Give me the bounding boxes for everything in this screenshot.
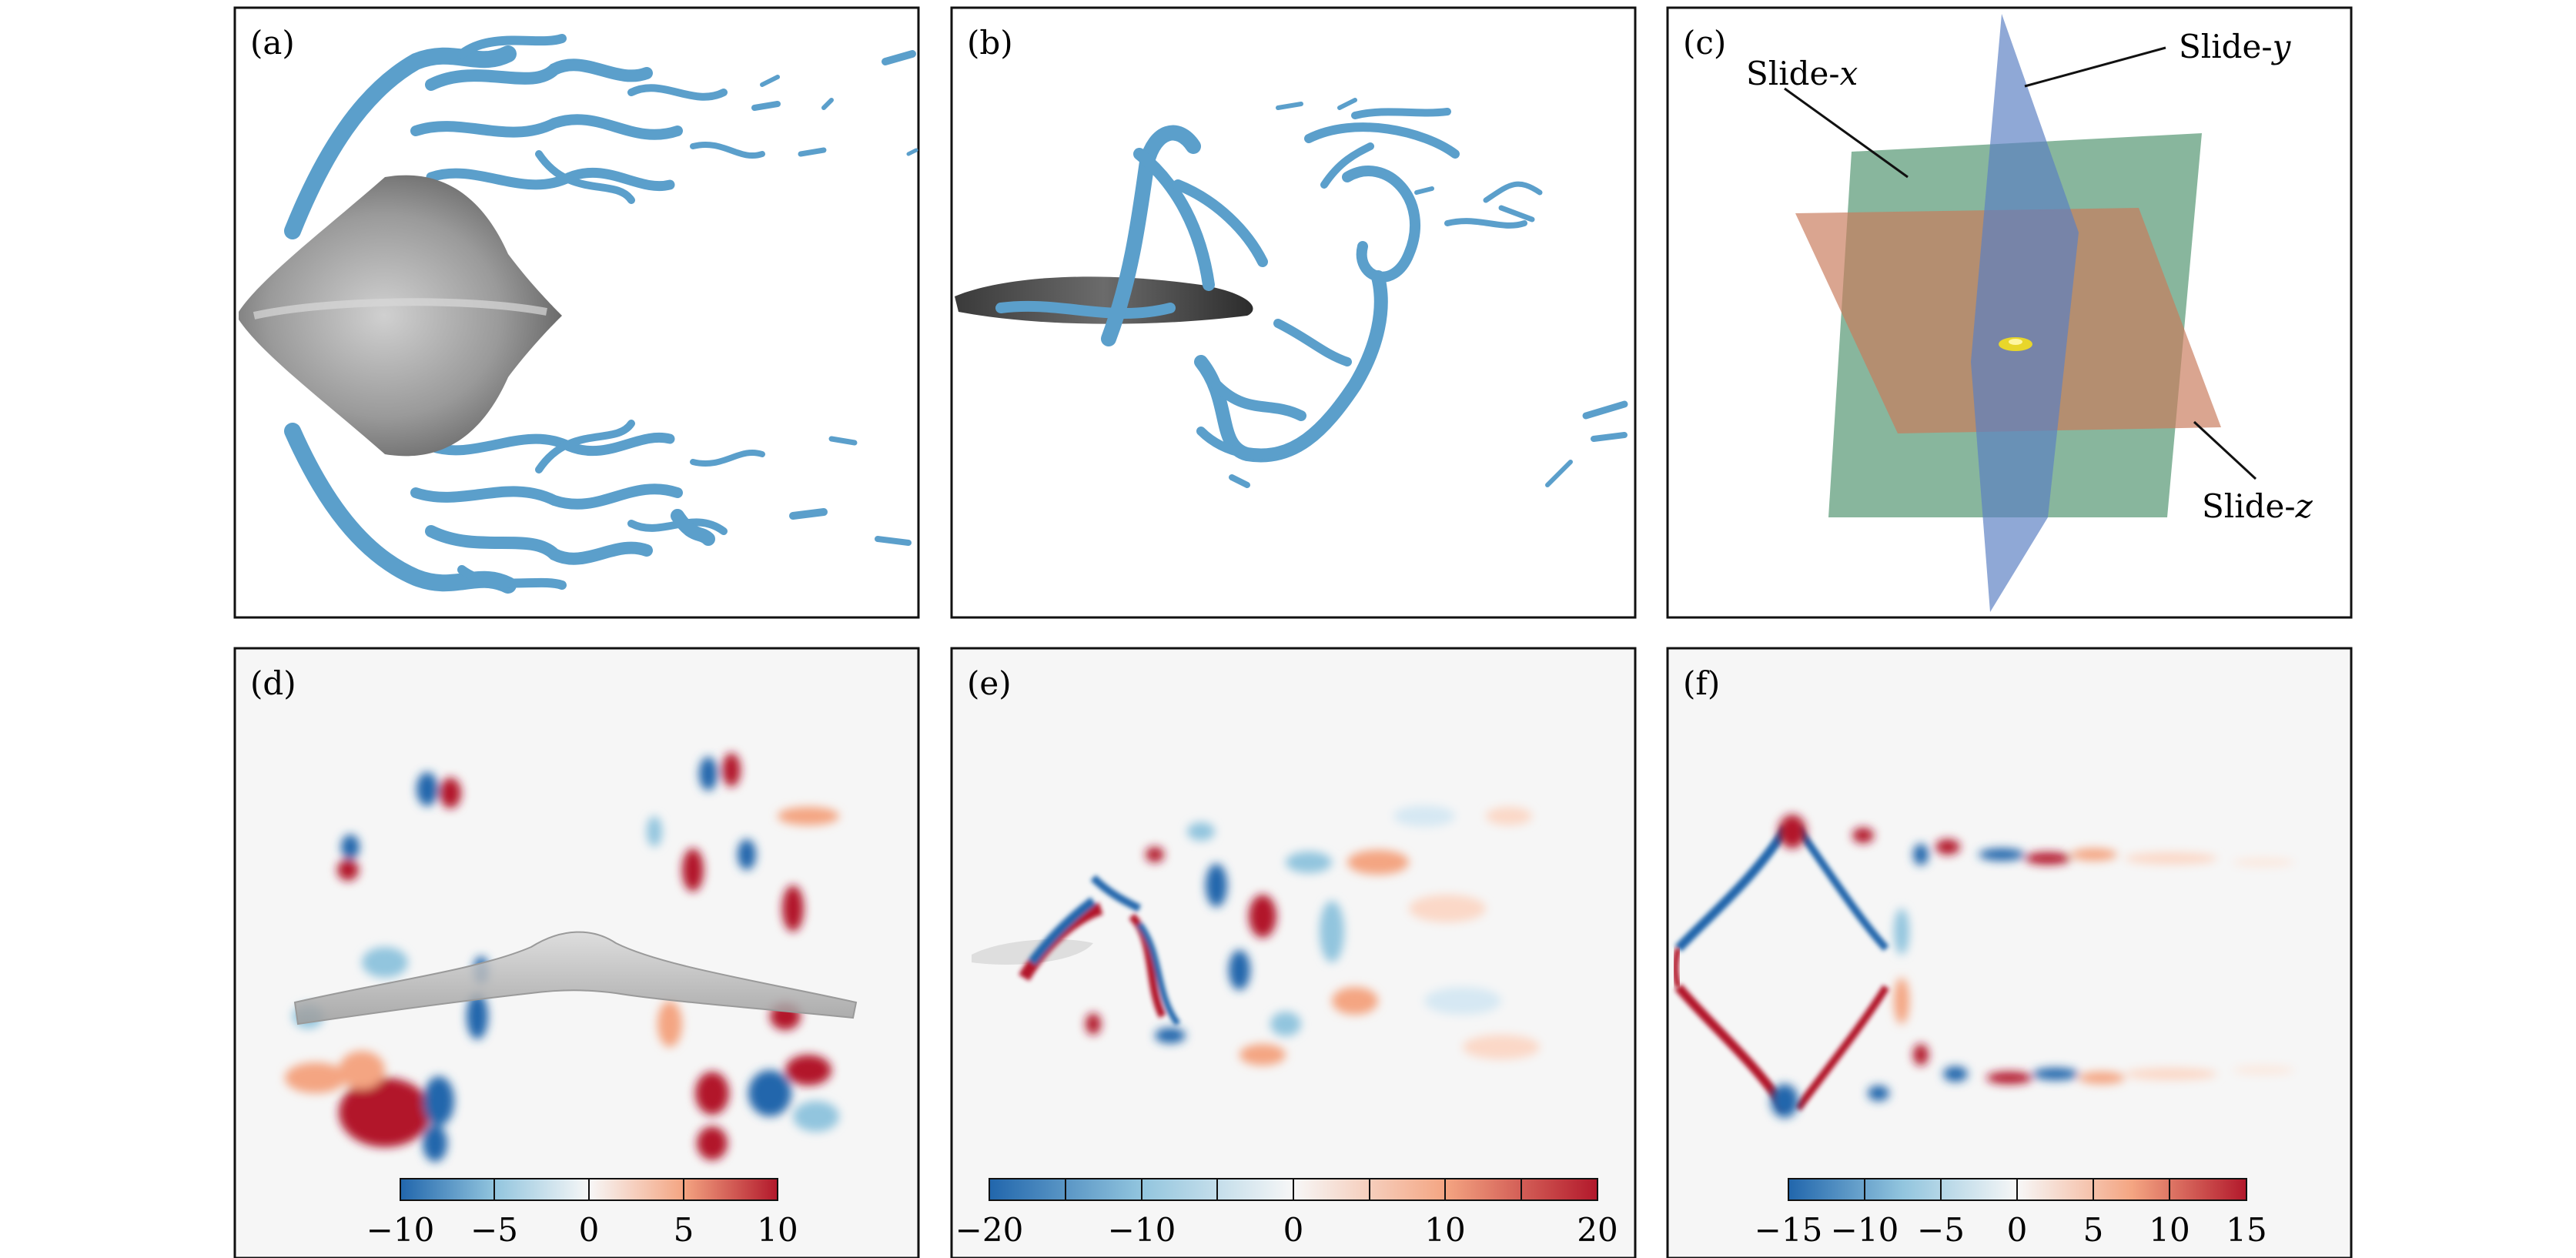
- panel-a: [233, 6, 920, 619]
- vorticity-field-f: [1672, 815, 2294, 1118]
- vorticity-field-d: [285, 753, 839, 1162]
- colorbar-tick: −20: [955, 1211, 1024, 1249]
- colorbar-tick: −5: [470, 1211, 518, 1249]
- colorbar-tick: 10: [757, 1211, 798, 1249]
- colorbar-tick: 15: [2226, 1211, 2267, 1249]
- panel-e: −20 −10 0 10 20: [950, 647, 1637, 1258]
- colorbar-tick: 0: [579, 1211, 600, 1249]
- colorbar-d: −10 −5 0 5 10: [366, 1178, 798, 1249]
- panel-label: (b): [967, 24, 1013, 62]
- leader-line-x: [1784, 87, 1909, 179]
- vortex-structures-a: [284, 34, 918, 594]
- colorbar-tick: 5: [2083, 1211, 2104, 1249]
- panel-b: [950, 6, 1637, 619]
- panel-label: (e): [967, 664, 1012, 702]
- body-shape-d: [293, 931, 858, 1025]
- body-shape-b: [955, 276, 1253, 324]
- colorbar-tick: −10: [1831, 1211, 1899, 1249]
- slide-y-plane: [1971, 14, 2079, 612]
- colorbar-tick: 10: [2149, 1211, 2190, 1249]
- body-shape-e: [972, 939, 1093, 965]
- vorticity-field-e: [1019, 875, 1181, 1026]
- colorbar-f: −15 −10 −5 0 5 10 15: [1755, 1178, 2267, 1249]
- colorbar-tick: 5: [674, 1211, 694, 1249]
- panel-label: (f): [1683, 664, 1720, 702]
- colorbar-tick: 10: [1424, 1211, 1465, 1249]
- vortex-structures-b: [995, 98, 1628, 488]
- colorbar-tick: 0: [1283, 1211, 1304, 1249]
- slide-x-label: Slide-x: [1746, 55, 1858, 92]
- leader-line-y: [2024, 46, 2166, 88]
- panel-label: (d): [250, 664, 296, 702]
- panel-label: (c): [1683, 24, 1726, 62]
- colorbar-e: −20 −10 0 10 20: [955, 1178, 1618, 1249]
- slide-y-label: Slide-y: [2179, 28, 2292, 65]
- panel-c: Slide-x Slide-y Slide-z: [1666, 6, 2353, 619]
- leader-line-z: [2193, 420, 2257, 480]
- colorbar-tick: −15: [1755, 1211, 1823, 1249]
- panel-label: (a): [250, 24, 295, 62]
- panel-frame: [1666, 647, 2353, 1258]
- panel-f: −15 −10 −5 0 5 10 15: [1666, 647, 2353, 1258]
- slide-z-label: Slide-z: [2202, 487, 2313, 525]
- colorbar-tick: −10: [1108, 1211, 1176, 1249]
- colorbar-tick: 20: [1577, 1211, 1618, 1249]
- colorbar-tick: 0: [2007, 1211, 2028, 1249]
- colorbar-tick: −10: [366, 1211, 435, 1249]
- body-shape-a: [239, 175, 562, 457]
- panel-d: −10 −5 0 5 10: [233, 647, 920, 1258]
- colorbar-tick: −5: [1917, 1211, 1965, 1249]
